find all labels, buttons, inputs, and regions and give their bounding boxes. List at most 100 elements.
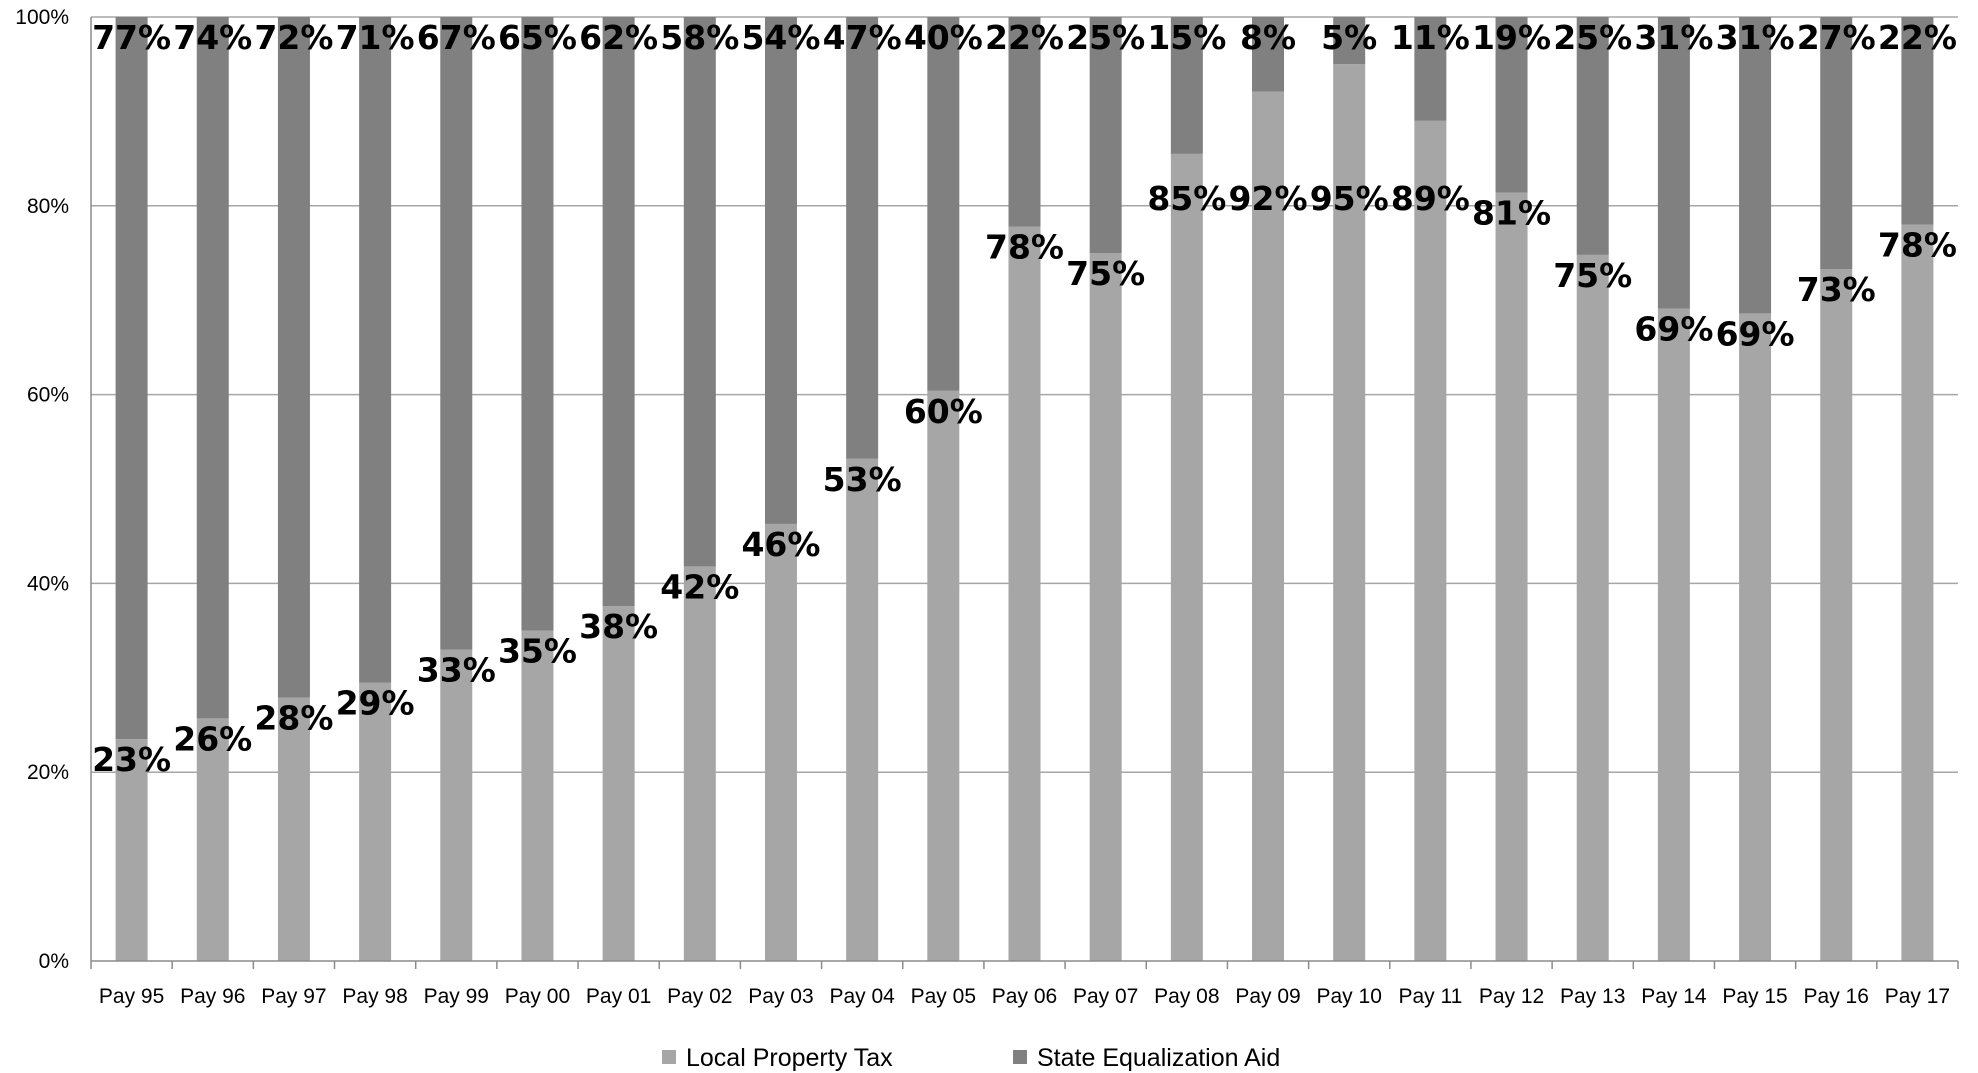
- data-label-state-equalization-aid: 25%: [1553, 18, 1632, 57]
- bar-local-property-tax: [1820, 269, 1853, 962]
- bar-local-property-tax: [521, 630, 554, 961]
- bar-local-property-tax: [115, 739, 148, 961]
- bar-state-equalization-aid: [277, 17, 310, 698]
- bar-state-equalization-aid: [359, 17, 392, 683]
- bar-local-property-tax: [1576, 254, 1609, 961]
- data-label-state-equalization-aid: 65%: [498, 18, 577, 57]
- data-label-local-property-tax: 35%: [498, 632, 577, 671]
- data-label-state-equalization-aid: 22%: [1878, 18, 1957, 57]
- data-label-state-equalization-aid: 15%: [1147, 18, 1226, 57]
- data-label-state-equalization-aid: 25%: [1066, 18, 1145, 57]
- bar-state-equalization-aid: [1495, 17, 1528, 193]
- bar-local-property-tax: [359, 682, 392, 961]
- bar-state-equalization-aid: [440, 17, 473, 650]
- bar-local-property-tax: [1333, 64, 1366, 961]
- data-label-local-property-tax: 60%: [904, 392, 983, 431]
- data-label-local-property-tax: 33%: [417, 650, 496, 689]
- y-tick-label: 100%: [15, 6, 69, 29]
- bar-local-property-tax: [1739, 313, 1772, 961]
- data-label-local-property-tax: 95%: [1310, 179, 1389, 218]
- x-tick-label: Pay 95: [99, 985, 164, 1008]
- data-label-state-equalization-aid: 54%: [741, 18, 820, 57]
- data-label-state-equalization-aid: 58%: [660, 18, 739, 57]
- bar-local-property-tax: [440, 649, 473, 961]
- data-label-local-property-tax: 69%: [1634, 310, 1713, 349]
- data-label-state-equalization-aid: 19%: [1472, 18, 1551, 57]
- data-label-local-property-tax: 23%: [92, 740, 171, 779]
- data-label-state-equalization-aid: 71%: [336, 18, 415, 57]
- bar-state-equalization-aid: [1820, 17, 1853, 270]
- y-tick-label: 20%: [27, 761, 69, 784]
- bar-local-property-tax: [1252, 91, 1285, 962]
- data-label-state-equalization-aid: 67%: [417, 18, 496, 57]
- data-label-state-equalization-aid: 72%: [254, 18, 333, 57]
- x-tick-label: Pay 00: [505, 985, 570, 1008]
- bar-local-property-tax: [1008, 226, 1041, 961]
- bar-state-equalization-aid: [1657, 17, 1690, 309]
- x-tick-label: Pay 04: [829, 985, 895, 1008]
- x-tick-label: Pay 02: [667, 985, 732, 1008]
- data-label-state-equalization-aid: 8%: [1240, 18, 1296, 57]
- data-label-local-property-tax: 26%: [173, 719, 252, 758]
- data-label-state-equalization-aid: 27%: [1797, 18, 1876, 57]
- bar-state-equalization-aid: [1333, 17, 1366, 65]
- legend-state-equalization-aid-swatch: [1013, 1050, 1027, 1064]
- x-tick-label: Pay 08: [1154, 985, 1219, 1008]
- bar-local-property-tax: [1901, 224, 1934, 961]
- data-label-local-property-tax: 53%: [823, 460, 902, 499]
- bar-local-property-tax: [1170, 153, 1203, 961]
- x-tick-label: Pay 14: [1641, 985, 1707, 1008]
- data-label-local-property-tax: 28%: [254, 699, 333, 738]
- bar-state-equalization-aid: [521, 17, 554, 631]
- x-tick-label: Pay 97: [261, 985, 326, 1008]
- x-tick-label: Pay 13: [1560, 985, 1625, 1008]
- data-label-local-property-tax: 38%: [579, 607, 658, 646]
- bar-local-property-tax: [196, 718, 229, 961]
- bar-state-equalization-aid: [764, 17, 797, 524]
- x-tick-label: Pay 09: [1235, 985, 1300, 1008]
- x-tick-label: Pay 96: [180, 985, 245, 1008]
- x-tick-label: Pay 11: [1398, 985, 1462, 1008]
- x-tick-label: Pay 05: [911, 985, 976, 1008]
- data-label-local-property-tax: 92%: [1229, 179, 1308, 218]
- y-tick-label: 40%: [27, 572, 69, 595]
- bar-state-equalization-aid: [1901, 17, 1934, 225]
- bar-state-equalization-aid: [1170, 17, 1203, 154]
- bar-local-property-tax: [602, 606, 635, 961]
- bar-state-equalization-aid: [1576, 17, 1609, 255]
- data-label-local-property-tax: 69%: [1716, 314, 1795, 353]
- data-label-local-property-tax: 78%: [985, 228, 1064, 267]
- legend-local-property-tax-swatch: [662, 1050, 676, 1064]
- bar-state-equalization-aid: [1252, 17, 1285, 92]
- x-tick-label: Pay 15: [1722, 985, 1787, 1008]
- legend-state-equalization-aid-label: State Equalization Aid: [1037, 1044, 1280, 1072]
- data-label-state-equalization-aid: 31%: [1716, 18, 1795, 57]
- x-tick-label: Pay 10: [1317, 985, 1382, 1008]
- data-label-state-equalization-aid: 77%: [92, 18, 171, 57]
- bar-local-property-tax: [277, 697, 310, 961]
- bar-local-property-tax: [683, 566, 716, 961]
- x-tick-label: Pay 06: [992, 985, 1057, 1008]
- data-label-state-equalization-aid: 74%: [173, 18, 252, 57]
- data-label-state-equalization-aid: 22%: [985, 18, 1064, 57]
- data-label-state-equalization-aid: 5%: [1321, 18, 1377, 57]
- bar-state-equalization-aid: [846, 17, 879, 459]
- data-label-local-property-tax: 85%: [1147, 179, 1226, 218]
- legend-local-property-tax-label: Local Property Tax: [686, 1044, 893, 1072]
- bar-state-equalization-aid: [115, 17, 148, 740]
- data-label-local-property-tax: 42%: [660, 567, 739, 606]
- data-label-state-equalization-aid: 31%: [1634, 18, 1713, 57]
- bar-state-equalization-aid: [1414, 17, 1447, 121]
- legend: Local Property Tax State Equalization Aid: [662, 1044, 1280, 1072]
- bar-local-property-tax: [1657, 308, 1690, 961]
- bar-local-property-tax: [846, 458, 879, 961]
- x-tick-label: Pay 98: [342, 985, 407, 1008]
- x-tick-label: Pay 12: [1479, 985, 1544, 1008]
- data-labels: 23% 77% 26% 74% 28% 72% 29% 71% 33% 67% 35% 65% 38% 6…: [92, 18, 1957, 779]
- axes: 0% 20% 40% 60% 80% 100% Pay 95 Pay 96 Pay 97 Pay …: [15, 6, 1959, 1008]
- data-label-local-property-tax: 81%: [1472, 194, 1551, 233]
- data-label-local-property-tax: 89%: [1391, 179, 1470, 218]
- data-label-local-property-tax: 29%: [336, 684, 415, 723]
- bar-state-equalization-aid: [927, 17, 960, 391]
